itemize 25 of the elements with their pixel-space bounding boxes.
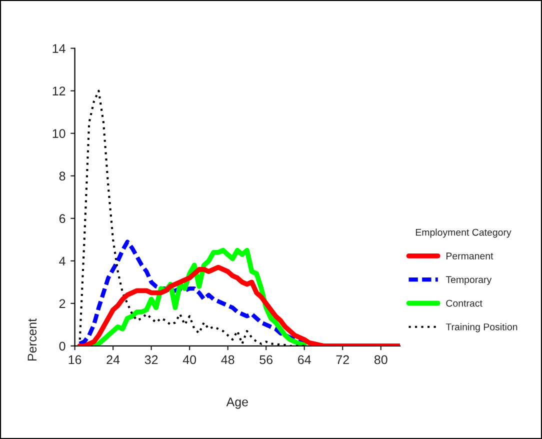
x-tick-label: 80 xyxy=(374,355,388,364)
x-tick-label: 32 xyxy=(144,355,158,364)
legend-label: Permanent xyxy=(446,252,494,260)
x-tick-label: 64 xyxy=(298,355,311,364)
legend-label: Training Position xyxy=(446,323,518,332)
y-tick-label: 6 xyxy=(59,214,66,224)
x-tick-label: 72 xyxy=(336,355,349,364)
y-axis-title: Percent xyxy=(28,318,37,360)
x-tick-label: 48 xyxy=(221,355,234,364)
legend-label: Contract xyxy=(446,300,482,307)
y-tick-label: 8 xyxy=(59,172,66,181)
y-tick-label: 2 xyxy=(59,299,66,308)
y-tick-label: 10 xyxy=(52,129,66,138)
y-tick-label: 0 xyxy=(59,342,66,351)
x-tick-label: 24 xyxy=(106,355,120,364)
x-tick-label: 16 xyxy=(68,355,82,364)
y-tick-label: 14 xyxy=(52,44,66,53)
x-tick-label: 40 xyxy=(182,355,196,364)
line-series xyxy=(77,264,400,346)
x-tick-label: 56 xyxy=(260,355,272,364)
x-axis-title: Age xyxy=(226,398,248,409)
y-tick-label: 12 xyxy=(52,86,66,96)
legend-title: Employment Category xyxy=(416,228,512,238)
y-tick-label: 4 xyxy=(59,256,66,266)
legend-label: Temporary xyxy=(446,276,492,285)
